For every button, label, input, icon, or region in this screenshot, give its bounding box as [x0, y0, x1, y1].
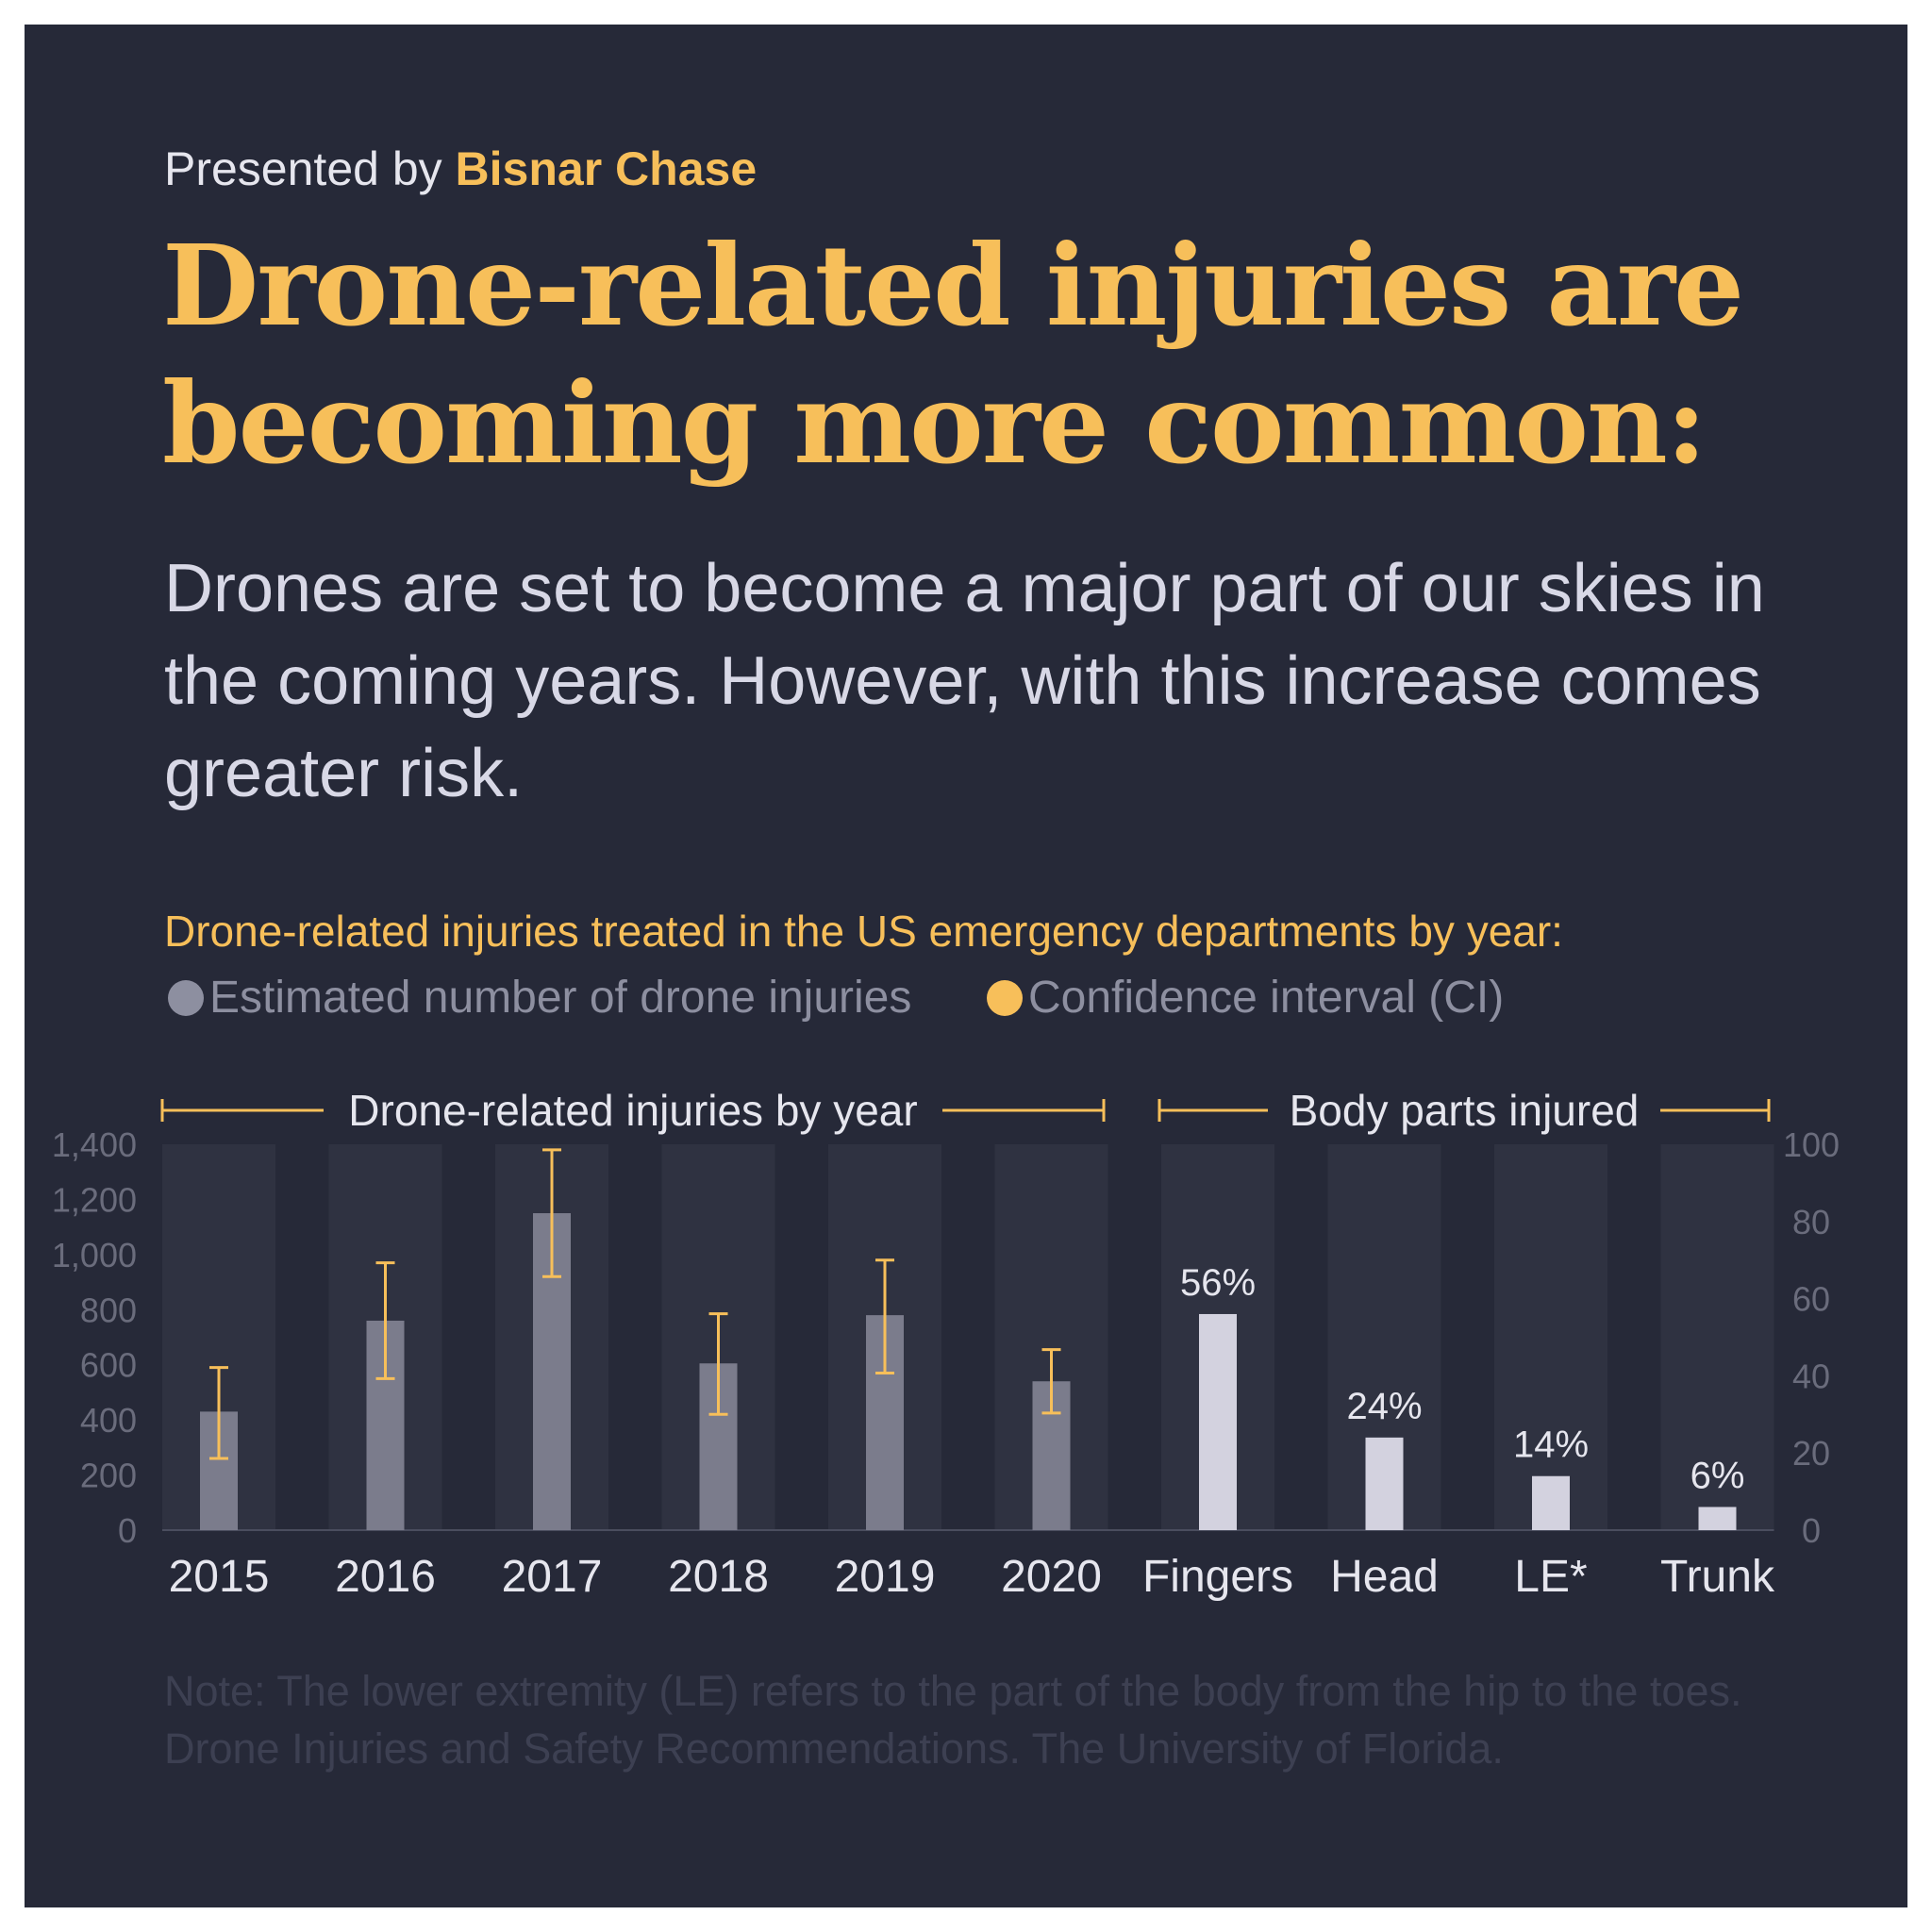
right-y-tick-label: 100: [1783, 1125, 1840, 1164]
year-label: 2019: [835, 1552, 936, 1602]
body-part-value-label: 14%: [1513, 1424, 1589, 1466]
year-label: 2016: [335, 1552, 436, 1602]
right-y-tick-label: 20: [1792, 1434, 1830, 1473]
left-y-tick-label: 0: [118, 1511, 137, 1550]
column-background: [1494, 1144, 1607, 1530]
body-part-value-label: 56%: [1180, 1262, 1256, 1304]
legend-estimate: Estimated number of drone injuries: [168, 972, 911, 1024]
body-part-bar: [1365, 1437, 1404, 1530]
legend-estimate-swatch: [168, 980, 204, 1016]
note-line: Note: The lower extremity (LE) refers to…: [164, 1667, 1742, 1715]
body-part-label: Fingers: [1142, 1552, 1293, 1602]
left-y-tick-label: 800: [80, 1291, 137, 1329]
body-part-label: Head: [1330, 1552, 1439, 1602]
body-part-bar: [1698, 1507, 1737, 1530]
left-y-tick-label: 1,400: [52, 1125, 137, 1164]
left-y-tick-label: 1,200: [52, 1180, 137, 1219]
legend-estimate-label: Estimated number of drone injuries: [209, 973, 912, 1023]
presented-prefix: Presented by: [164, 142, 442, 195]
headline: Drone-related injuries are becoming more…: [162, 220, 1744, 489]
left-y-tick-label: 200: [80, 1457, 137, 1495]
right-y-tick-label: 40: [1792, 1357, 1830, 1395]
right-y-tick-label: 0: [1802, 1511, 1821, 1550]
body-part-value-label: 24%: [1346, 1386, 1422, 1427]
left-y-tick-label: 1,000: [52, 1236, 137, 1274]
year-label: 2015: [169, 1552, 270, 1602]
infographic-panel: [25, 25, 1907, 1907]
source-line: Drone Injuries and Safety Recommendation…: [164, 1724, 1504, 1773]
left-y-tick-label: 400: [80, 1401, 137, 1440]
right-y-tick-label: 60: [1792, 1280, 1830, 1319]
body-part-label: LE*: [1514, 1552, 1587, 1602]
body-part-bar: [1199, 1313, 1237, 1530]
body-part-value-label: 6%: [1690, 1455, 1745, 1496]
right-y-tick-label: 80: [1792, 1203, 1830, 1241]
body-part-label: Trunk: [1660, 1552, 1775, 1602]
legend-ci: Confidence interval (CI): [987, 972, 1504, 1024]
year-label: 2017: [502, 1552, 603, 1602]
body-parts-section-title: Body parts injured: [1290, 1086, 1640, 1135]
left-y-tick-label: 600: [80, 1346, 137, 1385]
brand-name: Bisnar Chase: [455, 142, 758, 195]
body-part-bar: [1532, 1475, 1570, 1530]
presented-by: Presented by Bisnar Chase: [164, 142, 757, 196]
chart-title: Drone-related injuries treated in the US…: [164, 907, 1563, 956]
legend-ci-label: Confidence interval (CI): [1028, 973, 1505, 1023]
footnote: Note: The lower extremity (LE) refers to…: [164, 1662, 1862, 1777]
years-section-title: Drone-related injuries by year: [348, 1086, 917, 1135]
legend-ci-swatch: [987, 980, 1023, 1016]
intro-text: Drones are set to become a major part of…: [164, 551, 1765, 811]
column-background: [1660, 1144, 1774, 1530]
year-label: 2018: [668, 1552, 769, 1602]
year-label: 2020: [1001, 1552, 1102, 1602]
